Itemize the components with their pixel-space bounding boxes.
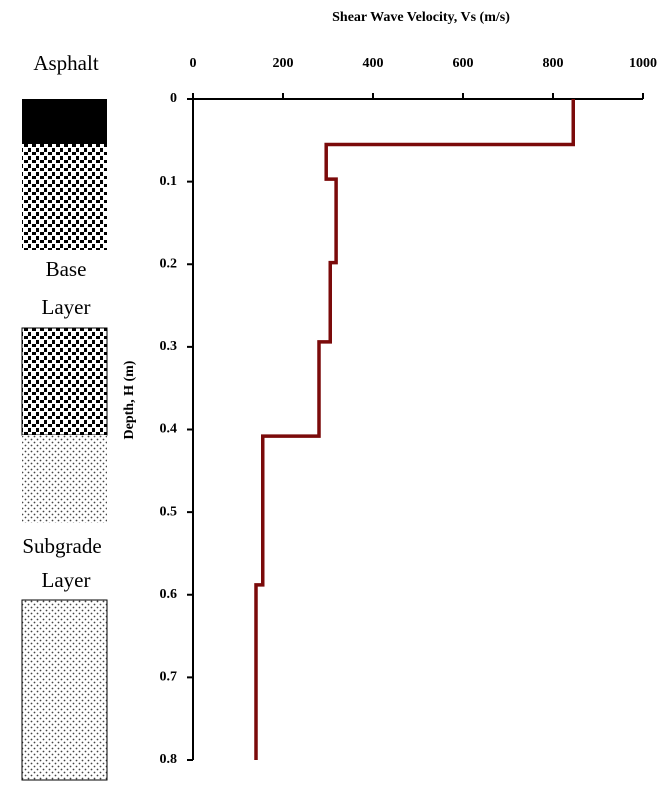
layer-label: Base (46, 257, 87, 281)
layer-label: Layer (42, 295, 91, 319)
y-tick-label: 0.6 (160, 587, 178, 602)
x-tick-label: 0 (190, 56, 197, 71)
y-tick-label: 0 (170, 91, 177, 106)
y-tick-label: 0.7 (160, 670, 178, 685)
y-tick-label: 0.2 (160, 256, 178, 271)
y-tick-label: 0.1 (160, 174, 178, 189)
y-axis-title: Depth, H (m) (122, 360, 137, 439)
subgrade-layer (21, 599, 108, 781)
asphalt-layer (22, 99, 107, 144)
layer-label: Asphalt (33, 51, 98, 75)
x-tick-label: 1000 (629, 56, 657, 71)
y-tick-label: 0.8 (160, 752, 178, 767)
layer-column: Asphalt Base Layer Subgrade Layer (21, 51, 108, 781)
x-tick-label: 800 (543, 56, 564, 71)
velocity-profile (254, 99, 575, 760)
x-tick-label: 200 (273, 56, 294, 71)
y-tick-label: 0.4 (160, 422, 178, 437)
x-tick-label: 400 (363, 56, 384, 71)
x-tick-label: 600 (453, 56, 474, 71)
x-axis-title: Shear Wave Velocity, Vs (m/s) (332, 10, 510, 25)
subgrade-layer (22, 435, 107, 523)
layer-label: Layer (42, 568, 91, 592)
y-tick-label: 0.3 (160, 339, 178, 354)
base-layer (21, 327, 108, 436)
layer-label: Subgrade (22, 534, 101, 558)
y-tick-label: 0.5 (160, 504, 178, 519)
base-layer (22, 144, 107, 250)
